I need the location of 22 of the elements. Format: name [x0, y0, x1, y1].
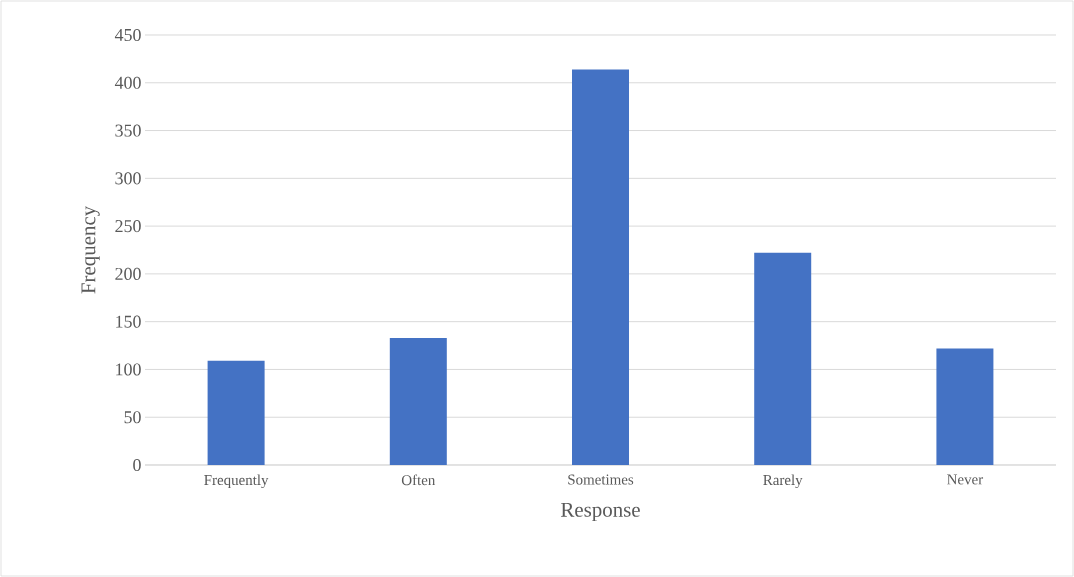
x-tick-label: Never — [947, 474, 984, 485]
y-tick-label: 50 — [124, 411, 141, 424]
bar — [389, 337, 447, 465]
x-tick-label: Sometimes — [568, 474, 634, 485]
bar — [572, 69, 629, 465]
y-tick-label: 450 — [114, 28, 141, 42]
y-tick-label: 400 — [114, 76, 141, 89]
bar — [207, 360, 265, 465]
y-axis-title: Frequency — [81, 205, 100, 294]
y-tick-label: 100 — [116, 363, 141, 376]
y-tick-label: 350 — [115, 124, 141, 137]
x-tick-label: Rarely — [763, 474, 803, 489]
y-tick-label: 150 — [116, 315, 141, 328]
y-tick-label: 250 — [115, 220, 141, 233]
y-tick-label: 200 — [115, 267, 141, 280]
y-tick-label: 300 — [115, 172, 141, 185]
x-tick-label: Often — [401, 474, 436, 486]
bar — [754, 252, 812, 465]
bar — [936, 348, 994, 465]
x-axis-title: Response — [561, 502, 640, 522]
y-tick-label: 0 — [133, 458, 141, 472]
x-tick-label: Frequently — [204, 474, 269, 489]
